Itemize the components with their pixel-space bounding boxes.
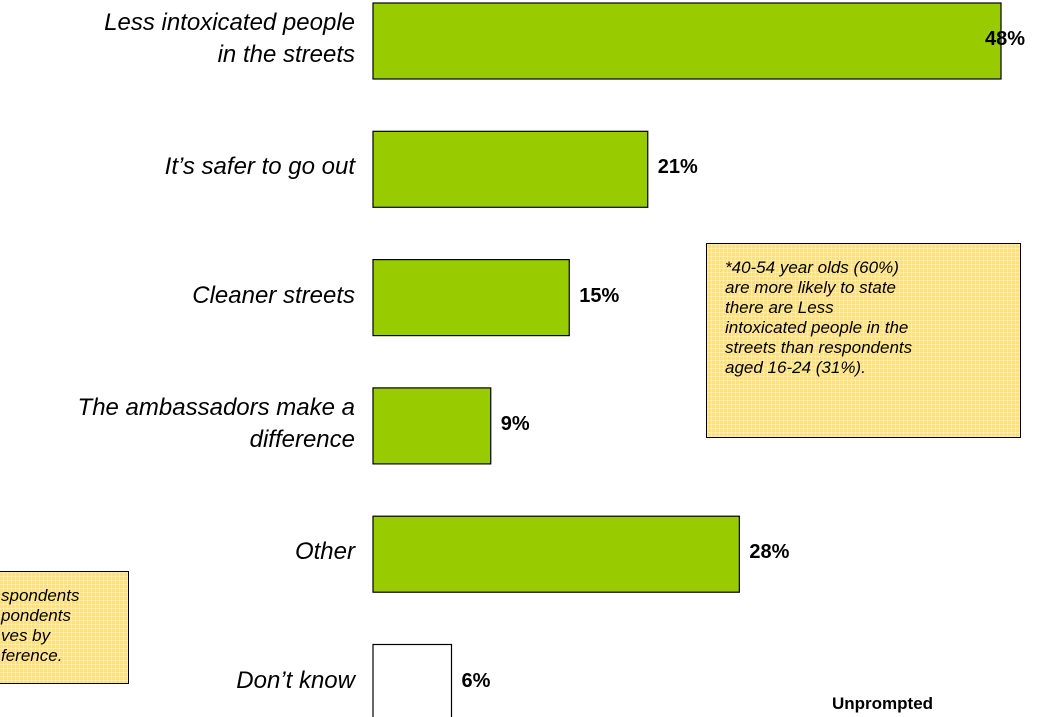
value-label: 6% bbox=[461, 669, 491, 692]
category-label: Cleaner streets bbox=[192, 281, 355, 309]
category-label: Don’t know bbox=[236, 666, 355, 694]
note-box-clipped: spondents pondents ves by ference. bbox=[0, 571, 129, 684]
value-label: 9% bbox=[500, 412, 530, 435]
category-label: It’s safer to go out bbox=[164, 153, 355, 181]
bar bbox=[372, 130, 649, 208]
footnote-label: Unprompted bbox=[832, 694, 934, 713]
category-label: The ambassadors make a difference bbox=[77, 393, 355, 453]
category-label: Less intoxicated people in the streets bbox=[104, 9, 355, 68]
value-label: 28% bbox=[749, 541, 790, 564]
bar bbox=[372, 643, 453, 717]
bar bbox=[372, 259, 570, 337]
note-box: *40-54 year olds (60%) are more likely t… bbox=[706, 243, 1021, 438]
category-label: Other bbox=[294, 538, 355, 566]
bar bbox=[372, 2, 1002, 80]
value-label: 15% bbox=[579, 284, 620, 307]
value-label: 48% bbox=[985, 28, 1026, 50]
value-label: 21% bbox=[657, 156, 698, 179]
bar bbox=[372, 387, 492, 465]
bar bbox=[372, 515, 740, 593]
